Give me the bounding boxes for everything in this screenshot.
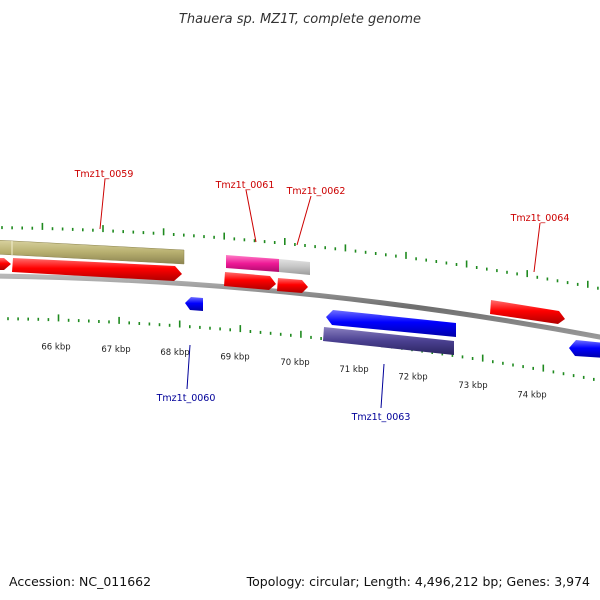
gene-label-tmz1t-0060: Tmz1t_0060 bbox=[156, 393, 216, 404]
accession-text: Accession: NC_011662 bbox=[9, 574, 151, 589]
gene-label-tmz1t-0061: Tmz1t_0061 bbox=[215, 180, 275, 191]
outer-tick-track bbox=[1, 222, 599, 290]
kbp-tick-label: 72 kbp bbox=[398, 372, 427, 382]
gene-label-tmz1t-0062: Tmz1t_0062 bbox=[286, 186, 346, 197]
kbp-tick-label: 67 kbp bbox=[101, 345, 130, 355]
page-title: Thauera sp. MZ1T, complete genome bbox=[179, 12, 421, 27]
genome-backbone bbox=[0, 273, 600, 340]
kbp-tick-label: 70 kbp bbox=[280, 358, 309, 368]
kbp-tick-label: 73 kbp bbox=[458, 381, 487, 391]
feature-tmz1t-0063-blue bbox=[326, 310, 456, 337]
feature-tmz1t-0061-pink bbox=[226, 255, 279, 272]
gene-label-tmz1t-0059: Tmz1t_0059 bbox=[74, 169, 134, 180]
gene-label-tmz1t-0064: Tmz1t_0064 bbox=[510, 213, 570, 224]
reverse-strand-features bbox=[185, 297, 600, 358]
feature-tmz1t-0063-navy bbox=[323, 327, 454, 355]
leader-line-tmz1t-0060 bbox=[186, 344, 191, 390]
gene-label-tmz1t-0063: Tmz1t_0063 bbox=[351, 412, 411, 423]
feature-tmz1t-0062-red bbox=[277, 278, 308, 293]
leader-line-tmz1t-0059 bbox=[99, 178, 106, 230]
leader-line-tmz1t-0062 bbox=[296, 195, 312, 246]
genome-summary-text: Topology: circular; Length: 4,496,212 bp… bbox=[246, 574, 590, 589]
kbp-tick-label: 68 kbp bbox=[160, 348, 189, 358]
kbp-tick-label: 74 kbp bbox=[517, 391, 546, 401]
kbp-tick-label: 66 kbp bbox=[41, 342, 70, 352]
inner-tick-track bbox=[7, 314, 595, 381]
leader-line-tmz1t-0061 bbox=[245, 189, 257, 243]
leader-line-tmz1t-0064 bbox=[533, 222, 541, 273]
feature-tmz1t-0059 bbox=[12, 258, 182, 281]
feature-tmz1t-0064 bbox=[490, 300, 565, 324]
kbp-tick-labels: 66 kbp 67 kbp 68 kbp 69 kbp 70 kbp 71 kbp 72 k… bbox=[41, 342, 546, 400]
feature-tmz1t-0062-gray bbox=[279, 259, 310, 275]
feature-red-arrow-left-partial bbox=[0, 258, 11, 270]
feature-tmz1t-0061-red bbox=[224, 272, 276, 290]
leader-line-tmz1t-0063 bbox=[380, 363, 385, 409]
feature-blue-arrow-right-partial bbox=[569, 340, 600, 358]
feature-olive-block bbox=[0, 240, 185, 265]
kbp-tick-label: 69 kbp bbox=[220, 353, 249, 363]
forward-strand-features bbox=[0, 240, 565, 324]
feature-tmz1t-0060 bbox=[185, 297, 203, 311]
kbp-tick-label: 71 kbp bbox=[339, 365, 368, 375]
gene-labels: Tmz1t_0059 Tmz1t_0061 Tmz1t_0062 Tmz1t_0… bbox=[74, 169, 570, 423]
